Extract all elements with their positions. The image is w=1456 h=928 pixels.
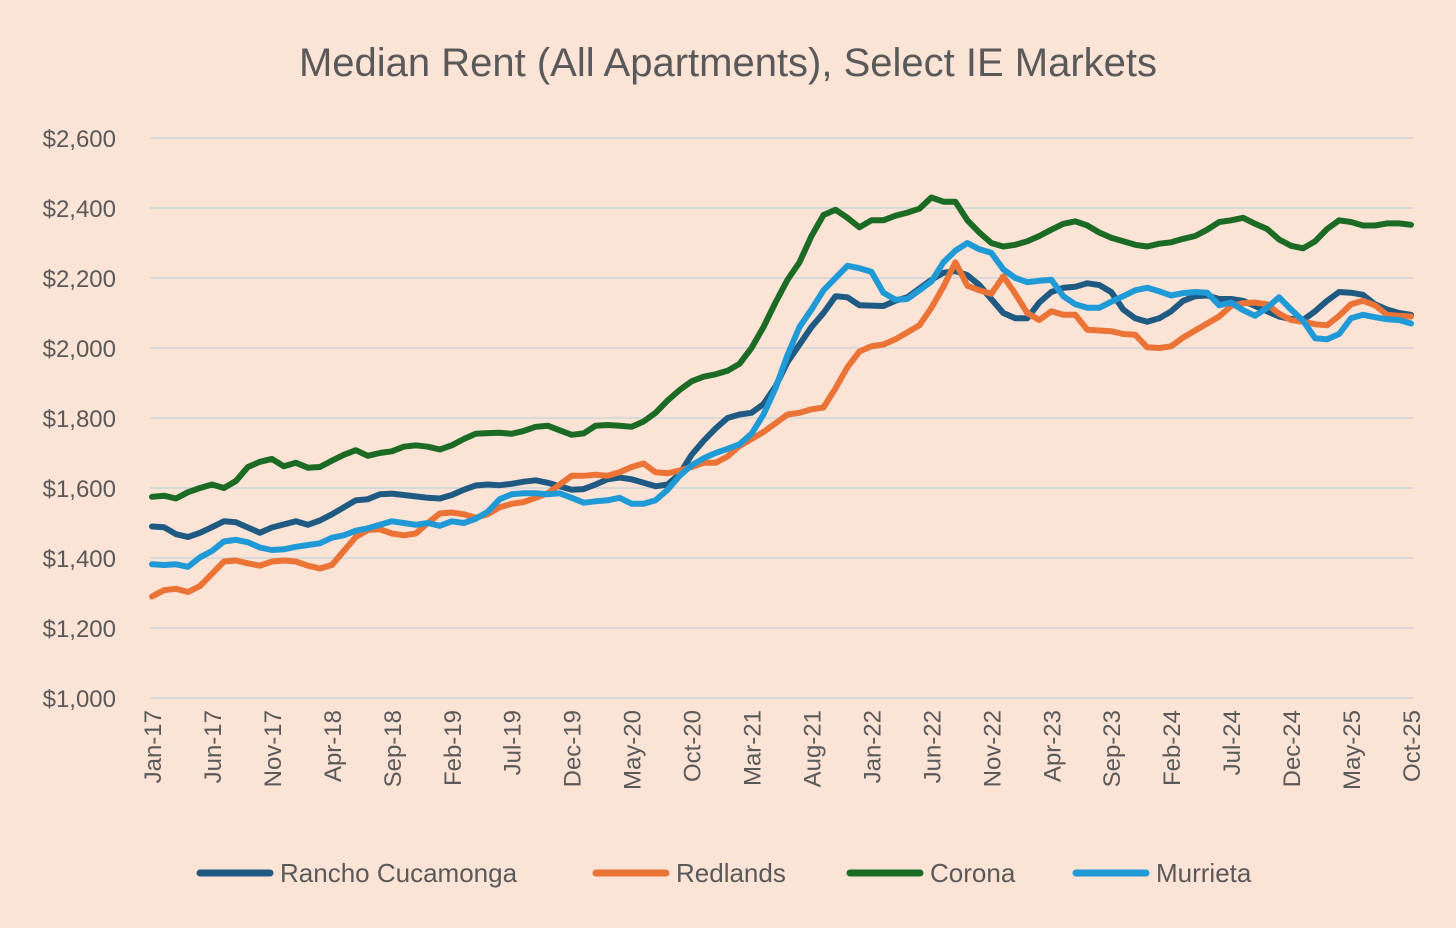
y-tick-label: $1,000 <box>43 686 116 713</box>
x-tick-label: Dec-19 <box>560 710 587 787</box>
chart-title: Median Rent (All Apartments), Select IE … <box>299 41 1157 85</box>
x-tick-label: Apr-18 <box>320 710 347 782</box>
legend-label-corona: Corona <box>930 858 1016 888</box>
legend-label-rancho-cucamonga: Rancho Cucamonga <box>280 858 518 888</box>
x-tick-label: Nov-22 <box>979 710 1006 787</box>
y-tick-label: $1,600 <box>43 476 116 503</box>
x-tick-label: Jan-22 <box>859 710 886 783</box>
x-tick-label: May-25 <box>1339 710 1366 790</box>
x-tick-label: Apr-23 <box>1039 710 1066 782</box>
y-tick-label: $1,200 <box>43 616 116 643</box>
series-line-corona <box>149 194 1414 502</box>
x-tick-label: Jul-24 <box>1219 710 1246 775</box>
x-tick-label: Jul-19 <box>500 710 527 775</box>
x-tick-label: Jun-22 <box>919 710 946 783</box>
y-tick-label: $2,600 <box>43 126 116 153</box>
x-axis-tick-labels: Jan-17 Jun-17 Nov-17 Apr-18 Sep-18 Feb-19 Jul-… <box>140 710 1426 790</box>
x-tick-label: Feb-24 <box>1159 710 1186 786</box>
series-line-redlands <box>149 259 1414 600</box>
series-line-murrieta <box>149 240 1414 570</box>
x-tick-label: Sep-18 <box>380 710 407 787</box>
series-lines <box>149 194 1414 600</box>
legend-label-murrieta: Murrieta <box>1156 858 1252 888</box>
x-tick-label: Oct-20 <box>680 710 707 782</box>
y-tick-label: $2,400 <box>43 196 116 223</box>
x-tick-label: Mar-21 <box>740 710 767 786</box>
y-tick-label: $2,000 <box>43 336 116 363</box>
legend-label-redlands: Redlands <box>676 858 786 888</box>
x-tick-label: Nov-17 <box>260 710 287 787</box>
y-tick-label: $1,800 <box>43 406 116 433</box>
y-axis-tick-labels: $1,000 $1,200 $1,400 $1,600 $1,800 $2,000 $2,2… <box>43 126 116 713</box>
x-tick-label: Jan-17 <box>140 710 167 783</box>
x-tick-label: May-20 <box>620 710 647 790</box>
x-tick-label: Aug-21 <box>799 710 826 787</box>
x-tick-label: Sep-23 <box>1099 710 1126 787</box>
x-tick-label: Jun-17 <box>200 710 227 783</box>
y-tick-label: $2,200 <box>43 266 116 293</box>
y-tick-label: $1,400 <box>43 546 116 573</box>
x-tick-label: Dec-24 <box>1279 710 1306 787</box>
legend: Rancho Cucamonga Redlands Corona Murrieta <box>196 858 1252 888</box>
x-tick-label: Oct-25 <box>1399 710 1426 782</box>
x-tick-label: Feb-19 <box>440 710 467 786</box>
